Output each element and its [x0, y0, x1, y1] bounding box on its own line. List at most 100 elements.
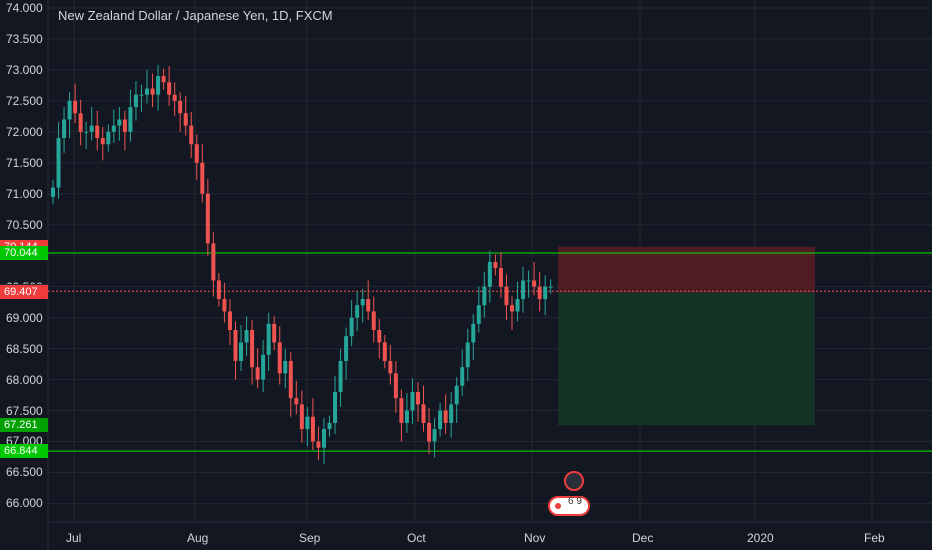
price-axis-label: 68.500: [6, 341, 43, 356]
candle-body: [255, 367, 260, 380]
price-tag: 66.844: [0, 444, 48, 459]
candle-body: [327, 422, 332, 430]
candle-body: [382, 342, 387, 361]
candle-body: [122, 119, 127, 132]
candle-body: [454, 385, 459, 405]
candle-body: [128, 107, 133, 132]
price-axis-label: 72.500: [6, 93, 43, 108]
candle-body: [145, 88, 150, 95]
candle-body: [333, 391, 338, 423]
candle-body: [200, 162, 205, 194]
candle-body: [393, 373, 398, 399]
price-axis-label: 71.500: [6, 155, 43, 170]
candle-body: [167, 82, 172, 95]
candle-body: [310, 416, 315, 442]
price-axis-label: 67.500: [6, 403, 43, 418]
candle-body: [449, 404, 454, 423]
price-axis-label: 70.500: [6, 217, 43, 232]
candle-body: [377, 330, 382, 343]
candle-body: [388, 360, 393, 374]
time-axis-label: Jul: [66, 531, 82, 545]
candle-body: [316, 441, 321, 448]
candle-body: [471, 323, 476, 343]
candle-body: [178, 100, 183, 114]
event-icon: [548, 496, 590, 516]
candle-body: [526, 280, 531, 282]
candle-body: [493, 261, 498, 269]
price-axis-label: 73.500: [6, 31, 43, 46]
candle-body: [205, 193, 210, 244]
candle-body: [117, 119, 122, 126]
candle-body: [443, 410, 448, 423]
candle-body: [355, 305, 360, 318]
price-axis-label: 66.000: [6, 496, 43, 511]
candle-body: [432, 429, 437, 442]
candle-body: [460, 367, 465, 386]
candle-body: [321, 429, 326, 448]
candle-body: [515, 299, 520, 312]
candle-body: [360, 299, 365, 306]
candle-body: [250, 330, 255, 368]
candle-body: [438, 410, 443, 430]
time-axis-label: Sep: [299, 531, 321, 545]
time-axis-label: Nov: [524, 531, 546, 545]
candle-body: [404, 410, 409, 423]
candle-body: [415, 391, 420, 405]
candle-body: [194, 144, 199, 163]
candle-body: [56, 138, 61, 188]
price-axis-label: 66.500: [6, 465, 43, 480]
candle-body: [95, 125, 100, 139]
event-badge-text: 6 9: [568, 496, 582, 507]
price-axis-label: 73.000: [6, 62, 43, 77]
candle-body: [227, 311, 232, 331]
candle-body: [233, 330, 238, 361]
candle-body: [344, 336, 349, 361]
candle-body: [150, 88, 155, 95]
time-axis-label: Oct: [407, 531, 426, 545]
candle-body: [78, 113, 83, 132]
price-tag: 69.407: [0, 285, 48, 300]
candle-body: [62, 119, 67, 139]
event-dot: [555, 503, 561, 509]
candle-body: [189, 125, 194, 145]
candle-body: [161, 76, 166, 83]
candle-body: [100, 138, 105, 145]
candle-body: [421, 404, 426, 423]
candle-body: [272, 323, 277, 343]
price-axis-label: 71.000: [6, 186, 43, 201]
candle-body: [305, 416, 310, 430]
candle-body: [288, 360, 293, 399]
candle-body: [532, 280, 537, 287]
price-axis-label: 74.000: [6, 1, 43, 15]
take-profit-zone: [558, 292, 815, 426]
candle-body: [410, 391, 415, 411]
candle-body: [366, 299, 371, 312]
candle-body: [266, 323, 271, 355]
candle-body: [67, 100, 72, 120]
candle-body: [222, 299, 227, 312]
flag-icon: [564, 471, 584, 491]
candle-body: [89, 125, 94, 132]
candle-body: [156, 76, 161, 95]
candle-body: [211, 243, 216, 281]
candle-body: [216, 280, 221, 300]
time-axis-label: Aug: [187, 531, 209, 545]
candle-body: [427, 422, 432, 442]
time-axis-label: Dec: [632, 531, 654, 545]
candle-body: [349, 317, 354, 337]
candle-body: [399, 398, 404, 423]
candle-body: [261, 354, 266, 380]
candle-body: [371, 311, 376, 331]
candle-body: [543, 286, 548, 300]
candle-body: [51, 187, 55, 197]
candle-body: [106, 131, 111, 145]
time-axis-label: Feb: [864, 531, 885, 545]
candle-body: [509, 305, 514, 312]
candle-body: [183, 113, 188, 126]
candle-body: [465, 342, 470, 368]
price-axis-label: 69.000: [6, 310, 43, 325]
candle-body: [498, 268, 503, 287]
candle-body: [482, 286, 487, 306]
